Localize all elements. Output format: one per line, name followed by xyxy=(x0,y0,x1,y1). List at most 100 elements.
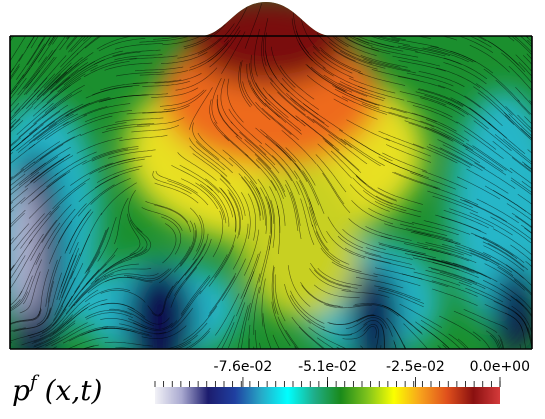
streamline xyxy=(271,265,277,314)
streamline xyxy=(112,49,161,57)
streamline xyxy=(510,295,532,320)
streamline xyxy=(132,320,178,331)
streamline xyxy=(358,72,406,86)
streamline xyxy=(264,143,298,180)
streamline xyxy=(503,112,532,140)
streamline xyxy=(177,152,217,181)
streamline xyxy=(82,148,129,165)
streamline xyxy=(219,187,237,232)
streamline xyxy=(281,130,317,165)
streamline xyxy=(301,285,343,308)
streamline xyxy=(284,184,299,231)
streamline xyxy=(104,341,153,347)
streamline xyxy=(316,32,356,62)
streamline xyxy=(420,319,461,349)
streamline xyxy=(459,199,504,221)
streamline xyxy=(200,183,227,224)
streamline xyxy=(485,2,527,27)
streamline xyxy=(114,197,129,245)
streamline xyxy=(412,257,460,271)
streamline xyxy=(126,109,175,115)
streamline xyxy=(508,65,532,92)
streamline xyxy=(70,162,113,186)
streamline xyxy=(277,205,281,255)
streamline xyxy=(317,143,352,179)
streamline xyxy=(271,46,296,88)
streamline xyxy=(154,307,193,335)
streamline xyxy=(39,133,82,160)
streamline xyxy=(428,266,475,283)
streamline xyxy=(28,173,67,205)
streamline xyxy=(443,210,489,229)
streamline xyxy=(312,51,354,79)
streamline xyxy=(205,178,233,218)
streamline xyxy=(511,212,532,229)
streamline xyxy=(61,262,84,307)
streamline xyxy=(131,124,180,133)
streamline xyxy=(437,139,481,164)
streamline xyxy=(235,135,272,170)
streamline xyxy=(465,287,510,309)
streamline xyxy=(64,211,90,254)
streamline xyxy=(90,258,132,285)
streamline xyxy=(195,141,233,174)
streamline xyxy=(513,2,532,18)
streamline xyxy=(28,121,69,150)
colorbar-tick-label: -7.6e-02 xyxy=(214,359,273,375)
streamline xyxy=(431,280,478,297)
streamline xyxy=(342,325,377,340)
streamline xyxy=(484,263,525,291)
streamline xyxy=(363,58,411,71)
streamline xyxy=(408,8,456,20)
streamline xyxy=(476,83,513,116)
streamline xyxy=(10,223,30,247)
streamline xyxy=(37,113,79,141)
streamline xyxy=(244,229,260,276)
colorbar-tick-label: -2.5e-02 xyxy=(386,359,445,375)
streamline xyxy=(189,40,230,68)
streamline xyxy=(207,276,236,317)
streamline xyxy=(385,138,431,157)
streamline xyxy=(127,308,170,325)
streamline xyxy=(301,119,340,151)
streamline xyxy=(83,61,130,78)
streamline xyxy=(20,210,52,249)
streamline xyxy=(85,309,132,319)
streamline xyxy=(227,189,241,235)
streamline xyxy=(338,82,384,101)
streamline xyxy=(514,279,532,298)
streamline xyxy=(262,18,269,66)
streamline xyxy=(307,319,353,336)
streamline xyxy=(126,7,175,18)
streamline xyxy=(209,30,241,68)
streamline xyxy=(10,255,26,282)
streamline xyxy=(528,10,532,14)
streamline xyxy=(326,230,366,259)
streamline xyxy=(430,45,477,63)
streamline xyxy=(55,52,94,84)
streamline xyxy=(27,305,64,336)
streamline xyxy=(505,2,532,21)
streamline xyxy=(427,190,473,208)
streamline xyxy=(497,266,532,297)
streamline xyxy=(115,347,164,349)
streamline xyxy=(501,52,532,86)
streamline xyxy=(47,272,62,319)
streamline xyxy=(377,4,425,17)
streamline xyxy=(324,140,362,173)
streamline xyxy=(255,82,289,118)
streamline xyxy=(10,171,40,198)
streamline xyxy=(73,263,107,301)
streamline xyxy=(188,43,229,71)
streamline xyxy=(29,114,69,144)
streamline xyxy=(285,147,316,186)
streamline xyxy=(265,50,290,93)
streamline xyxy=(100,94,149,102)
streamline xyxy=(482,241,524,268)
streamline xyxy=(33,113,74,142)
streamline xyxy=(298,326,327,349)
streamline xyxy=(41,295,73,333)
colorbar-tick-label: -5.1e-02 xyxy=(298,359,357,375)
streamline xyxy=(441,216,487,235)
streamline xyxy=(10,327,26,333)
